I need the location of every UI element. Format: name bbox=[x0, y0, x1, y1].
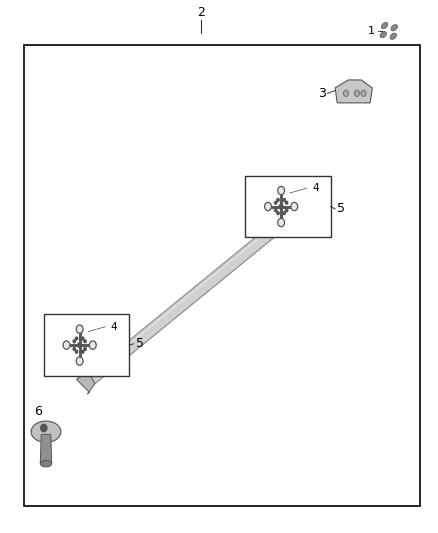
Circle shape bbox=[286, 201, 288, 204]
Bar bbox=[44, 314, 129, 376]
Circle shape bbox=[78, 343, 81, 348]
Circle shape bbox=[275, 209, 277, 212]
Text: 5: 5 bbox=[136, 337, 144, 350]
Bar bbox=[245, 176, 331, 237]
Circle shape bbox=[76, 357, 83, 365]
Circle shape bbox=[278, 187, 285, 195]
Circle shape bbox=[84, 348, 86, 350]
Circle shape bbox=[278, 219, 285, 227]
Text: 4: 4 bbox=[110, 322, 117, 332]
Circle shape bbox=[286, 209, 288, 212]
Polygon shape bbox=[335, 80, 372, 103]
Circle shape bbox=[76, 325, 83, 333]
Text: 2: 2 bbox=[198, 6, 205, 19]
Circle shape bbox=[277, 198, 279, 201]
Circle shape bbox=[275, 201, 277, 204]
Circle shape bbox=[75, 350, 78, 353]
Circle shape bbox=[73, 348, 75, 350]
Circle shape bbox=[81, 350, 84, 353]
Polygon shape bbox=[40, 434, 52, 464]
Ellipse shape bbox=[391, 25, 397, 31]
Circle shape bbox=[291, 203, 298, 211]
Circle shape bbox=[63, 341, 70, 349]
Circle shape bbox=[89, 341, 96, 349]
Text: 1: 1 bbox=[368, 26, 375, 36]
Circle shape bbox=[283, 212, 286, 215]
Ellipse shape bbox=[381, 22, 388, 29]
Polygon shape bbox=[89, 227, 275, 384]
Circle shape bbox=[75, 337, 78, 340]
Circle shape bbox=[41, 424, 47, 432]
Circle shape bbox=[81, 337, 84, 340]
Ellipse shape bbox=[40, 461, 52, 467]
Polygon shape bbox=[268, 216, 287, 237]
Ellipse shape bbox=[390, 33, 396, 39]
Circle shape bbox=[73, 340, 75, 343]
Circle shape bbox=[361, 90, 366, 96]
Text: 3: 3 bbox=[318, 87, 326, 100]
Circle shape bbox=[283, 198, 286, 201]
Ellipse shape bbox=[380, 31, 386, 38]
Text: 4: 4 bbox=[312, 183, 318, 193]
Bar bbox=[24, 45, 420, 506]
Polygon shape bbox=[77, 373, 95, 394]
Circle shape bbox=[265, 203, 272, 211]
Circle shape bbox=[354, 90, 360, 96]
Circle shape bbox=[343, 90, 349, 96]
Text: 5: 5 bbox=[337, 203, 345, 215]
Circle shape bbox=[277, 212, 279, 215]
Text: 6: 6 bbox=[34, 405, 42, 418]
Circle shape bbox=[279, 204, 283, 209]
Circle shape bbox=[84, 340, 86, 343]
Ellipse shape bbox=[31, 421, 61, 442]
